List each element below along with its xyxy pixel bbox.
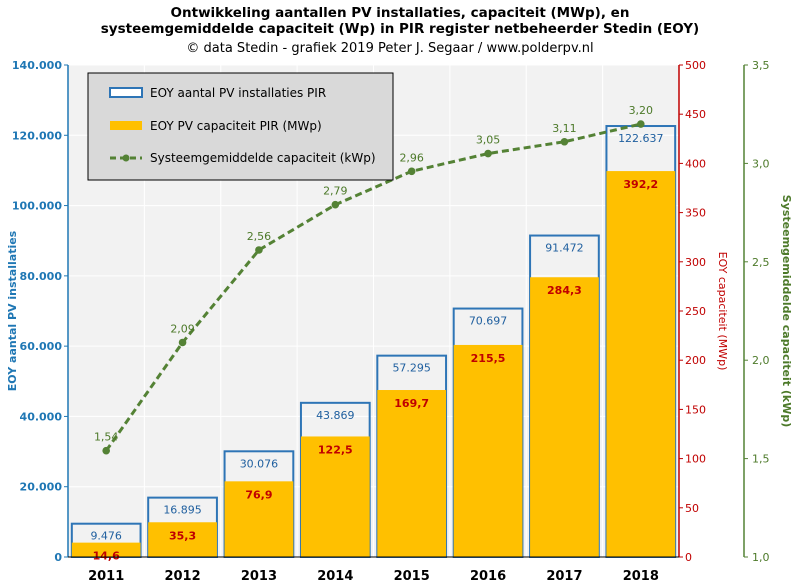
capacity-value-label: 76,9 — [245, 488, 272, 501]
average-value-label: 3,11 — [552, 122, 577, 135]
capacity-value-label: 169,7 — [394, 397, 429, 410]
x-tick-label: 2013 — [241, 569, 277, 584]
x-tick-label: 2012 — [164, 569, 200, 584]
left-axis: 0 20.000 40.000 60.000 80.000 100.000 120.000 1… — [12, 59, 69, 564]
count-value-label: 30.076 — [240, 457, 279, 470]
average-point — [637, 120, 645, 128]
average-value-label: 2,56 — [247, 230, 272, 243]
capacity-value-label: 14,6 — [93, 550, 120, 563]
left-tick-label: 100.000 — [12, 200, 62, 213]
average-point — [102, 446, 110, 455]
middle-axis-title: EOY capaciteit (MWp) — [716, 252, 729, 371]
x-tick-label: 2016 — [470, 569, 506, 584]
count-value-label: 91.472 — [545, 242, 584, 255]
left-tick-label: 20.000 — [20, 481, 63, 494]
middle-tick-label: 400 — [685, 157, 706, 170]
average-value-label: 3,20 — [629, 104, 654, 117]
count-value-label: 122.637 — [618, 132, 664, 145]
right-tick-label: 3,0 — [752, 157, 770, 170]
capacity-bars — [71, 171, 676, 557]
average-point — [560, 137, 569, 146]
x-tick-label: 2011 — [88, 569, 124, 584]
count-value-label: 70.697 — [469, 315, 508, 328]
middle-tick-label: 100 — [685, 453, 706, 466]
middle-tick-label: 0 — [685, 551, 692, 564]
average-value-label: 2,79 — [323, 185, 348, 198]
middle-tick-label: 450 — [685, 108, 706, 121]
left-tick-label: 120.000 — [12, 129, 62, 142]
left-tick-label: 140.000 — [12, 59, 62, 72]
right-tick-label: 2,0 — [752, 354, 770, 367]
capacity-value-label: 215,5 — [471, 352, 506, 365]
middle-tick-label: 250 — [685, 305, 706, 318]
right-tick-label: 1,0 — [752, 551, 770, 564]
left-tick-label: 40.000 — [20, 410, 63, 423]
average-line-series — [102, 120, 645, 455]
chart-title-line-1: Ontwikkeling aantallen PV installaties, … — [171, 5, 630, 21]
right-tick-label: 2,5 — [752, 256, 770, 269]
capacity-bar — [606, 171, 676, 557]
average-point — [484, 149, 492, 158]
legend-swatch-average-marker — [122, 154, 130, 162]
middle-tick-label: 50 — [685, 502, 699, 515]
right-axis-title: Systeemgemiddelde capaciteit (kWp) — [780, 195, 793, 427]
average-point — [255, 246, 263, 254]
x-axis: 2011 2012 2013 2014 2015 2016 2017 2018 — [68, 556, 679, 584]
x-tick-label: 2015 — [394, 569, 430, 584]
capacity-value-label: 35,3 — [169, 529, 196, 542]
left-tick-label: 80.000 — [20, 270, 63, 283]
capacity-bar — [530, 277, 599, 557]
average-point — [178, 338, 187, 347]
average-value-label: 2,09 — [170, 322, 195, 335]
average-line — [104, 122, 642, 452]
chart-subtitle: © data Stedin - grafiek 2019 Peter J. Se… — [186, 41, 593, 56]
middle-tick-label: 200 — [685, 354, 706, 367]
right-tick-label: 3,5 — [752, 59, 770, 72]
capacity-bar — [71, 542, 141, 557]
capacity-bar — [300, 436, 370, 557]
middle-tick-label: 150 — [685, 403, 706, 416]
data-labels: 9.476 14,6 16.895 35,3 30.076 76,9 43.869 122,5… — [90, 104, 663, 563]
legend: EOY aantal PV installaties PIR EOY PV ca… — [87, 72, 394, 181]
capacity-bar — [148, 522, 217, 557]
legend-label-capacity: EOY PV capaciteit PIR (MWp) — [150, 119, 322, 133]
left-tick-label: 0 — [54, 551, 62, 564]
left-axis-title: EOY aantal PV installaties — [6, 230, 19, 391]
capacity-bar — [453, 344, 523, 557]
middle-tick-label: 350 — [685, 207, 706, 220]
left-tick-label: 60.000 — [20, 340, 63, 353]
capacity-value-label: 122,5 — [318, 443, 353, 456]
middle-tick-label: 500 — [685, 59, 706, 72]
legend-label-count: EOY aantal PV installaties PIR — [150, 86, 326, 100]
legend-swatch-count — [109, 87, 143, 98]
average-value-label: 2,96 — [399, 151, 424, 164]
x-tick-label: 2017 — [546, 569, 582, 584]
chart-title-line-2: systeemgemiddelde capaciteit (Wp) in PIR… — [101, 21, 699, 37]
count-value-label: 9.476 — [90, 530, 122, 543]
average-point — [407, 167, 416, 176]
legend-swatch-capacity — [110, 121, 142, 130]
capacity-value-label: 392,2 — [623, 178, 658, 191]
average-point — [331, 200, 340, 209]
count-value-label: 16.895 — [163, 504, 202, 517]
capacity-value-label: 284,3 — [547, 284, 582, 297]
middle-axis: 0 50 100 150 200 250 300 350 400 450 500 — [678, 59, 706, 564]
count-value-label: 57.295 — [392, 362, 431, 375]
average-value-label: 1,54 — [94, 431, 119, 444]
right-axis: 1,0 1,5 2,0 2,5 3,0 3,5 — [743, 59, 770, 564]
capacity-bar — [377, 390, 447, 557]
right-tick-label: 1,5 — [752, 453, 770, 466]
legend-label-average: Systeemgemiddelde capaciteit (kWp) — [150, 151, 376, 165]
x-tick-label: 2018 — [623, 569, 659, 584]
middle-tick-label: 300 — [685, 256, 706, 269]
count-value-label: 43.869 — [316, 409, 355, 422]
average-value-label: 3,05 — [476, 134, 501, 147]
x-tick-label: 2014 — [317, 569, 353, 584]
capacity-bar — [224, 481, 294, 557]
